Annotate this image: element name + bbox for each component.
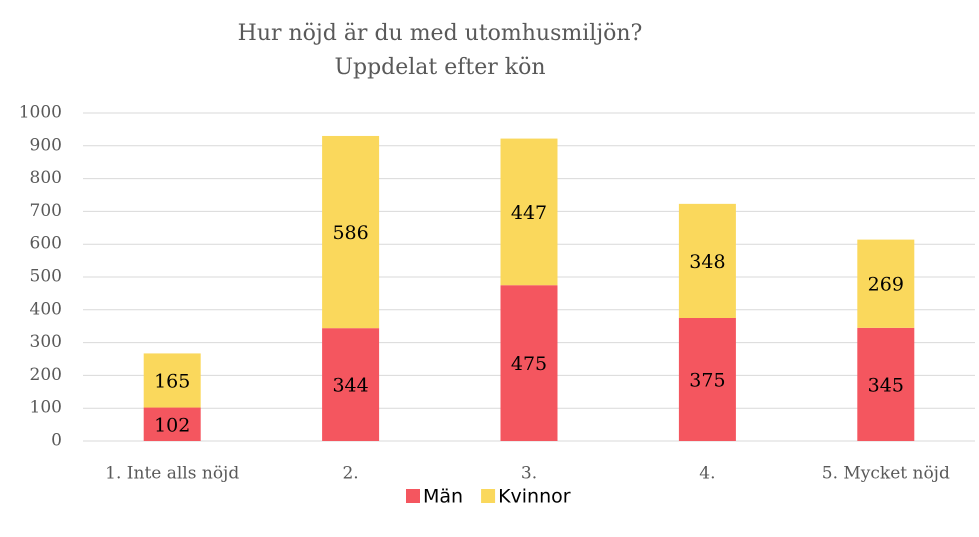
bar-segment bbox=[500, 285, 558, 441]
y-tick-label: 800 bbox=[30, 168, 62, 188]
bar-segment bbox=[143, 353, 201, 408]
bar-segment bbox=[322, 328, 380, 441]
y-tick-label: 0 bbox=[51, 431, 62, 451]
x-tick-label: 4. bbox=[699, 464, 715, 484]
bar-segment bbox=[322, 135, 380, 329]
y-tick-label: 300 bbox=[30, 332, 62, 352]
data-label: 102 bbox=[154, 414, 190, 436]
y-tick-label: 1000 bbox=[19, 103, 62, 123]
y-tick-label: 900 bbox=[30, 135, 62, 155]
bar-segment bbox=[857, 239, 915, 328]
x-tick-label: 5. Mycket nöjd bbox=[822, 464, 950, 484]
data-label: 344 bbox=[332, 375, 368, 397]
chart-subtitle: Uppdelat efter kön bbox=[334, 55, 545, 80]
data-label: 348 bbox=[689, 251, 725, 273]
data-label: 375 bbox=[689, 370, 725, 392]
data-label: 345 bbox=[868, 374, 904, 396]
legend-label: Män bbox=[423, 486, 463, 508]
y-tick-label: 600 bbox=[30, 234, 62, 254]
chart-title: Hur nöjd är du med utomhusmiljön? bbox=[238, 21, 643, 46]
x-tick-label: 2. bbox=[342, 464, 358, 484]
bar-segment bbox=[678, 318, 736, 441]
legend-swatch bbox=[406, 489, 420, 503]
y-tick-label: 700 bbox=[30, 201, 62, 221]
y-tick-label: 500 bbox=[30, 267, 62, 287]
legend-label: Kvinnor bbox=[498, 486, 571, 508]
x-tick-label: 1. Inte alls nöjd bbox=[105, 464, 239, 484]
bar-segment bbox=[143, 407, 201, 441]
data-label: 475 bbox=[511, 353, 547, 375]
data-label: 447 bbox=[511, 202, 547, 224]
bar-segment bbox=[857, 327, 915, 441]
legend-swatch bbox=[481, 489, 496, 503]
y-tick-label: 100 bbox=[30, 398, 62, 418]
bar-segment bbox=[678, 203, 736, 318]
y-tick-label: 200 bbox=[30, 365, 62, 385]
data-label: 269 bbox=[868, 274, 904, 296]
data-label: 586 bbox=[332, 222, 368, 244]
x-tick-label: 3. bbox=[521, 464, 537, 484]
y-tick-label: 400 bbox=[30, 299, 62, 319]
data-label: 165 bbox=[154, 370, 190, 392]
bar-segment bbox=[500, 138, 558, 286]
